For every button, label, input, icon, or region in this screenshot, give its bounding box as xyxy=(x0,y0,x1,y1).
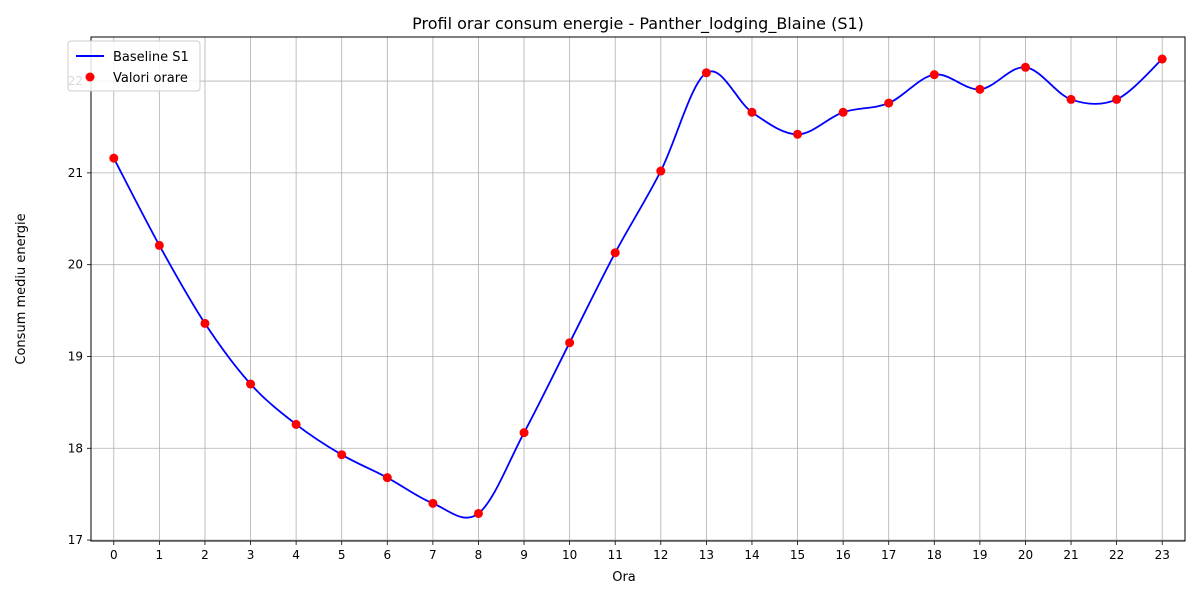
x-tick-label: 12 xyxy=(653,548,668,562)
data-point xyxy=(246,379,256,389)
x-axis-label: Ora xyxy=(612,570,636,585)
x-tick-label: 16 xyxy=(835,548,850,562)
data-point xyxy=(109,153,119,163)
y-tick-label: 21 xyxy=(68,166,83,180)
data-point xyxy=(428,498,438,508)
x-tick-label: 5 xyxy=(338,548,346,562)
data-point xyxy=(793,129,803,139)
data-point xyxy=(929,70,939,80)
legend-label-hourly: Valori orare xyxy=(113,71,188,86)
data-point xyxy=(975,84,985,94)
legend: Baseline S1 Valori orare xyxy=(67,40,201,92)
data-point xyxy=(656,166,666,176)
data-point xyxy=(565,338,575,348)
data-point xyxy=(200,318,210,328)
x-tick-label: 8 xyxy=(475,548,483,562)
x-tick-label: 18 xyxy=(927,548,942,562)
y-tick-label: 20 xyxy=(68,258,83,272)
x-tick-label: 1 xyxy=(156,548,164,562)
x-tick-label: 19 xyxy=(972,548,987,562)
x-tick-label: 11 xyxy=(608,548,623,562)
points-layer xyxy=(109,54,1167,518)
chart-title: Profil orar consum energie - Panther_lod… xyxy=(412,14,864,34)
data-point xyxy=(1157,54,1167,64)
x-tick-label: 15 xyxy=(790,548,805,562)
x-tick-label: 17 xyxy=(881,548,896,562)
x-tick-label: 20 xyxy=(1018,548,1033,562)
y-axis-label: Consum mediu energie xyxy=(14,213,29,364)
x-tick-label: 6 xyxy=(383,548,391,562)
data-point xyxy=(519,428,529,438)
legend-dot-swatch xyxy=(85,72,95,82)
x-tick-label: 10 xyxy=(562,548,577,562)
data-point xyxy=(473,508,483,518)
data-point xyxy=(154,240,164,250)
data-point xyxy=(884,98,894,108)
y-tick-label: 17 xyxy=(68,533,83,547)
data-point xyxy=(610,248,620,258)
x-tick-label: 21 xyxy=(1063,548,1078,562)
plot-frame xyxy=(90,36,1186,542)
data-point xyxy=(838,107,848,117)
data-point xyxy=(701,68,711,78)
data-point xyxy=(1112,94,1122,104)
x-axis-ticks: 0 1 2 3 4 5 6 7 8 9 10 11 12 13 14 15 16 17 18 19 20 21 22 23 xyxy=(110,541,1170,562)
data-point xyxy=(1020,62,1030,72)
legend-box xyxy=(67,40,201,92)
data-point xyxy=(1066,94,1076,104)
data-point xyxy=(382,473,392,483)
y-tick-label: 18 xyxy=(68,441,83,455)
x-tick-label: 23 xyxy=(1155,548,1170,562)
data-point xyxy=(291,419,301,429)
x-tick-label: 4 xyxy=(292,548,300,562)
x-tick-label: 3 xyxy=(247,548,255,562)
x-tick-label: 14 xyxy=(744,548,759,562)
y-tick-label: 19 xyxy=(68,349,83,363)
grid xyxy=(91,37,1185,541)
x-tick-label: 0 xyxy=(110,548,118,562)
data-point xyxy=(337,450,347,460)
legend-label-baseline: Baseline S1 xyxy=(113,50,189,65)
x-tick-label: 2 xyxy=(201,548,209,562)
x-tick-label: 22 xyxy=(1109,548,1124,562)
x-tick-label: 13 xyxy=(699,548,714,562)
x-tick-label: 7 xyxy=(429,548,437,562)
data-point xyxy=(747,107,757,117)
x-tick-label: 9 xyxy=(520,548,528,562)
